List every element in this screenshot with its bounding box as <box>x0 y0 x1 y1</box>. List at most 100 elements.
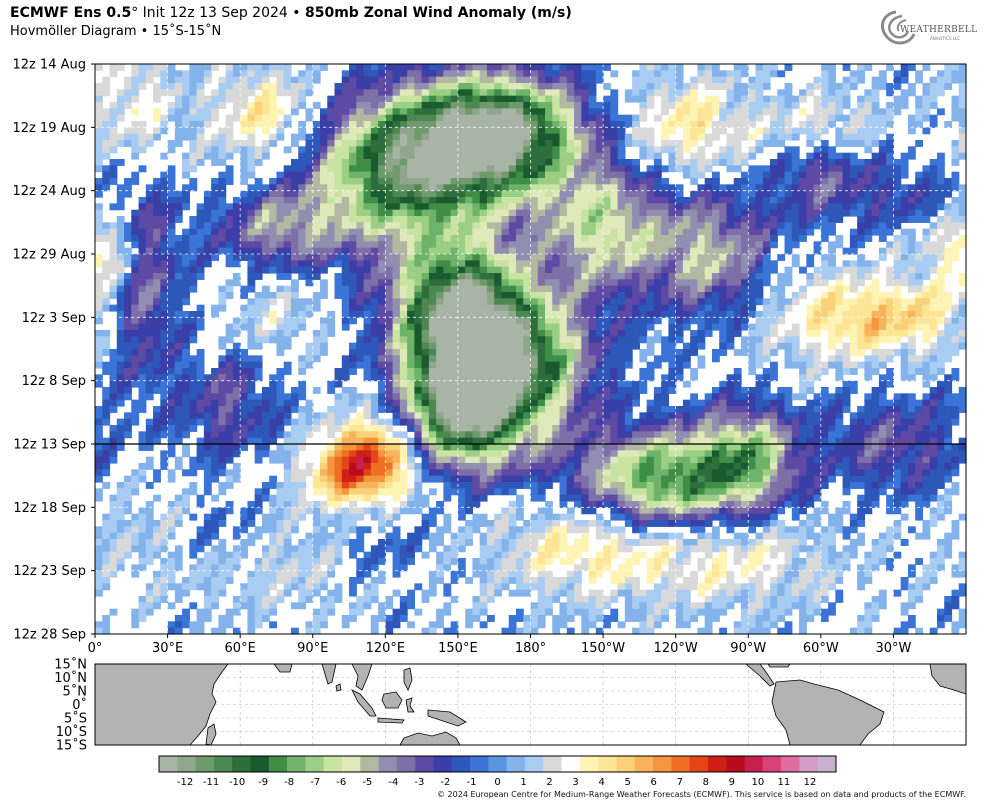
heatmap-cell <box>704 317 713 325</box>
heatmap-cell <box>886 241 895 249</box>
heatmap-cell <box>719 102 728 109</box>
heatmap-cell <box>617 241 626 249</box>
heatmap-cell <box>472 298 481 306</box>
heatmap-cell <box>661 355 670 363</box>
heatmap-cell <box>167 336 176 344</box>
heatmap-cell <box>385 70 394 78</box>
heatmap-cell <box>95 152 103 160</box>
heatmap-cell <box>559 209 568 217</box>
heatmap-cell <box>479 292 488 299</box>
heatmap-cell <box>145 304 154 312</box>
heatmap-cell <box>951 64 960 71</box>
heatmap-cell <box>378 64 386 71</box>
heatmap-cell <box>501 342 510 350</box>
heatmap-cell <box>762 216 771 223</box>
heatmap-cell <box>523 374 532 382</box>
heatmap-cell <box>740 260 749 268</box>
heatmap-cell <box>799 121 807 128</box>
heatmap-cell <box>777 89 786 97</box>
heatmap-cell <box>479 368 488 375</box>
heatmap-cell <box>320 292 328 299</box>
heatmap-cell <box>682 89 691 97</box>
heatmap-cell <box>559 279 568 287</box>
heatmap-cell <box>871 323 880 331</box>
heatmap-cell <box>559 89 568 97</box>
heatmap-cell <box>247 273 256 280</box>
heatmap-cell <box>733 285 742 293</box>
heatmap-cell <box>624 311 633 318</box>
heatmap-cell <box>595 247 604 255</box>
heatmap-cell <box>465 70 474 78</box>
heatmap-cell <box>167 323 176 331</box>
heatmap-cell <box>334 285 343 293</box>
heatmap-cell <box>399 349 408 356</box>
heatmap-cell <box>465 171 474 179</box>
heatmap-cell <box>559 323 568 331</box>
heatmap-cell <box>552 171 561 179</box>
heatmap-cell <box>559 165 568 173</box>
weatherbell-swirl-icon <box>880 10 916 45</box>
heatmap-cell <box>385 140 394 147</box>
heatmap-cell <box>102 114 111 122</box>
heatmap-cell <box>617 355 626 363</box>
heatmap-cell <box>356 311 365 318</box>
heatmap-cell <box>421 285 430 293</box>
heatmap-cell <box>857 64 865 71</box>
heatmap-cell <box>508 355 517 363</box>
heatmap-cell <box>639 203 648 211</box>
heatmap-cell <box>864 184 873 192</box>
heatmap-cell <box>436 260 444 268</box>
heatmap-cell <box>711 241 720 249</box>
heatmap-cell <box>566 228 575 236</box>
heatmap-cell <box>407 127 415 135</box>
heatmap-cell <box>95 330 103 337</box>
heatmap-cell <box>399 140 408 147</box>
heatmap-cell <box>218 342 227 350</box>
heatmap-cell <box>799 374 807 382</box>
heatmap-cell <box>610 279 619 287</box>
heatmap-cell <box>537 121 546 128</box>
heatmap-cell <box>595 304 604 312</box>
heatmap-cell <box>486 178 495 185</box>
heatmap-cell <box>95 285 103 293</box>
logo-subtext: ANALYTICS LLC <box>930 36 961 41</box>
heatmap-cell <box>327 159 336 166</box>
heatmap-cell <box>428 165 437 173</box>
heatmap-cell <box>936 330 945 337</box>
heatmap-cell <box>167 368 176 375</box>
heatmap-cell <box>145 64 154 71</box>
heatmap-cell <box>153 108 161 116</box>
heatmap-cell <box>327 108 336 116</box>
heatmap-cell <box>349 361 357 369</box>
heatmap-cell <box>443 209 452 217</box>
heatmap-cell <box>436 285 444 293</box>
heatmap-cell <box>574 133 582 141</box>
heatmap-cell <box>203 228 212 236</box>
heatmap-cell <box>349 133 357 141</box>
heatmap-cell <box>682 216 691 223</box>
heatmap-cell <box>944 64 953 71</box>
heatmap-cell <box>748 336 757 344</box>
heatmap-cell <box>378 304 386 312</box>
heatmap-cell <box>378 89 386 97</box>
heatmap-cell <box>704 260 713 268</box>
heatmap-cell <box>791 235 800 242</box>
heatmap-cell <box>697 235 706 242</box>
heatmap-cell <box>951 342 960 350</box>
heatmap-cell <box>588 241 597 249</box>
heatmap-cell <box>457 159 466 166</box>
heatmap-cell <box>363 83 372 90</box>
heatmap-cell <box>486 247 495 255</box>
heatmap-cell <box>211 374 219 382</box>
heatmap-cell <box>878 203 887 211</box>
heatmap-cell <box>617 368 626 375</box>
heatmap-cell <box>378 355 386 363</box>
heatmap-cell <box>610 114 619 122</box>
heatmap-cell <box>871 159 880 166</box>
heatmap-cell <box>370 197 379 204</box>
heatmap-cell <box>835 95 844 103</box>
heatmap-cell <box>385 323 394 331</box>
heatmap-cell <box>864 342 873 350</box>
heatmap-cell <box>552 178 561 185</box>
heatmap-cell <box>515 184 524 192</box>
